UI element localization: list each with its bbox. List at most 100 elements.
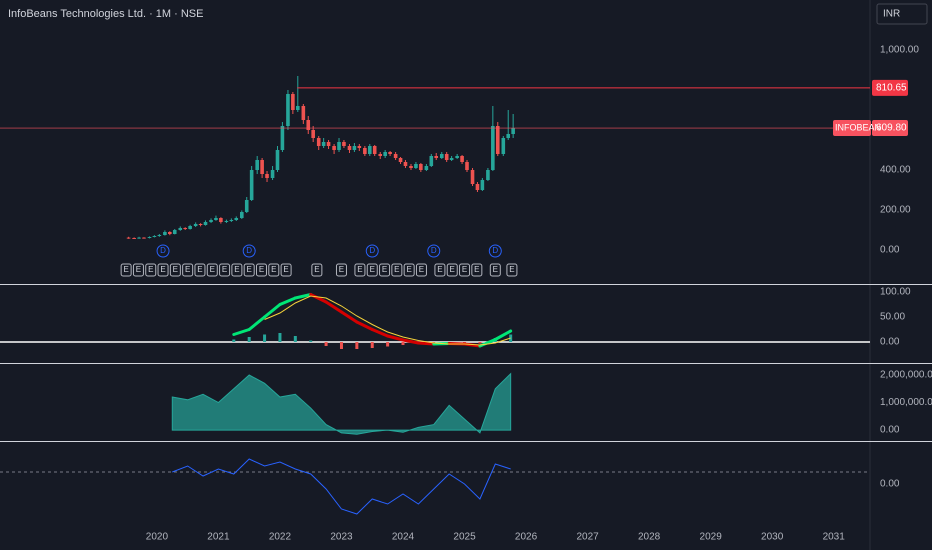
histogram-bar bbox=[232, 339, 236, 342]
earnings-label: E bbox=[234, 265, 239, 274]
earnings-label: E bbox=[247, 265, 252, 274]
histogram-bar bbox=[478, 342, 482, 344]
candle-body bbox=[219, 218, 223, 222]
histogram-bar bbox=[324, 342, 328, 346]
currency[interactable]: INR bbox=[883, 9, 900, 20]
candle-body bbox=[168, 232, 172, 234]
earnings-marker bbox=[169, 263, 181, 277]
candle-body bbox=[234, 218, 239, 220]
currency-box[interactable] bbox=[876, 3, 928, 25]
macd-segment bbox=[293, 293, 313, 300]
candle-body bbox=[460, 156, 464, 162]
earnings-label: E bbox=[493, 265, 498, 274]
earnings-marker bbox=[157, 263, 169, 277]
x-tick-label: 2029 bbox=[700, 532, 723, 543]
earnings-label: E bbox=[314, 265, 319, 274]
candle-body bbox=[475, 184, 480, 190]
earnings-marker bbox=[311, 263, 323, 277]
candle-body bbox=[506, 134, 511, 138]
dividend-label: D bbox=[492, 246, 498, 255]
candle-body bbox=[193, 224, 198, 226]
earnings-marker bbox=[489, 263, 501, 277]
candle-body bbox=[214, 218, 218, 220]
earnings-marker bbox=[231, 263, 243, 277]
earnings-marker bbox=[335, 263, 347, 277]
earnings-label: E bbox=[419, 265, 424, 274]
candle-body bbox=[178, 228, 183, 230]
candle-body bbox=[229, 220, 234, 221]
candle-body bbox=[424, 166, 429, 170]
earnings-label: E bbox=[271, 265, 276, 274]
macd-segment bbox=[493, 329, 513, 341]
candle-body bbox=[403, 162, 408, 166]
candle-body bbox=[249, 170, 254, 200]
candle-body bbox=[137, 237, 141, 239]
candle-body bbox=[337, 142, 341, 150]
candle-body bbox=[224, 221, 229, 222]
earnings-marker bbox=[471, 263, 483, 277]
earnings-marker bbox=[506, 263, 518, 277]
y-tick-label: 1,000.00 bbox=[880, 45, 919, 56]
earnings-marker bbox=[403, 263, 415, 277]
macd-segment bbox=[370, 328, 390, 338]
x-tick-label: 2028 bbox=[638, 532, 661, 543]
candle-body bbox=[414, 164, 418, 168]
candle-body bbox=[244, 200, 249, 212]
macd-segment bbox=[386, 334, 405, 342]
histogram-bar bbox=[355, 342, 359, 349]
x-tick-label: 2024 bbox=[392, 532, 415, 543]
y-tick-label: 0.00 bbox=[880, 425, 900, 436]
dividend-marker bbox=[488, 244, 502, 258]
candle-body bbox=[163, 232, 167, 235]
y-tick-label: 0.00 bbox=[880, 245, 900, 256]
candle-body bbox=[301, 106, 306, 120]
candle-body bbox=[183, 228, 187, 229]
earnings-label: E bbox=[406, 265, 411, 274]
candle-body bbox=[434, 156, 439, 158]
y-tick-label: 200.00 bbox=[880, 205, 911, 216]
candle-body bbox=[409, 166, 413, 168]
candle-body bbox=[126, 237, 131, 239]
candle-body bbox=[260, 160, 264, 174]
candle-body bbox=[470, 170, 475, 184]
candle-body bbox=[209, 220, 213, 222]
macd-segment bbox=[324, 300, 343, 314]
candle-body bbox=[444, 154, 449, 160]
candle-body bbox=[501, 138, 506, 154]
y-tick-label: 50.00 bbox=[880, 312, 905, 323]
line bbox=[172, 458, 511, 515]
price-badge bbox=[872, 79, 908, 96]
candle-body bbox=[357, 146, 362, 148]
candle-body bbox=[198, 224, 203, 225]
dividend-marker bbox=[156, 244, 170, 258]
candle-body bbox=[388, 152, 392, 154]
earnings-marker bbox=[194, 263, 206, 277]
candle-body bbox=[291, 94, 295, 110]
earnings-marker bbox=[354, 263, 366, 277]
earnings-marker bbox=[379, 263, 391, 277]
price-label: 810.65 bbox=[876, 83, 907, 94]
earnings-label: E bbox=[185, 265, 190, 274]
earnings-marker bbox=[391, 263, 403, 277]
symbol-badge bbox=[833, 120, 871, 137]
earnings-label: E bbox=[339, 265, 344, 274]
dividend-label: D bbox=[431, 246, 437, 255]
y-tick-label: 400.00 bbox=[880, 165, 911, 176]
dividend-marker bbox=[427, 244, 441, 258]
earnings-marker bbox=[446, 263, 458, 277]
dividend-marker bbox=[365, 244, 379, 258]
macd-segment bbox=[339, 310, 359, 324]
x-tick-label: 2026 bbox=[515, 532, 538, 543]
chart-title: InfoBeans Technologies Ltd. · 1M · NSE bbox=[8, 8, 203, 20]
x-tick-label: 2023 bbox=[330, 532, 353, 543]
dividend-marker bbox=[242, 244, 256, 258]
earnings-label: E bbox=[462, 265, 467, 274]
earnings-marker bbox=[268, 263, 280, 277]
earnings-marker bbox=[243, 263, 255, 277]
earnings-label: E bbox=[160, 265, 165, 274]
earnings-label: E bbox=[148, 265, 153, 274]
earnings-label: E bbox=[197, 265, 202, 274]
candle-body bbox=[157, 235, 162, 236]
area bbox=[171, 372, 512, 435]
price-label: 609.80 bbox=[876, 123, 907, 134]
